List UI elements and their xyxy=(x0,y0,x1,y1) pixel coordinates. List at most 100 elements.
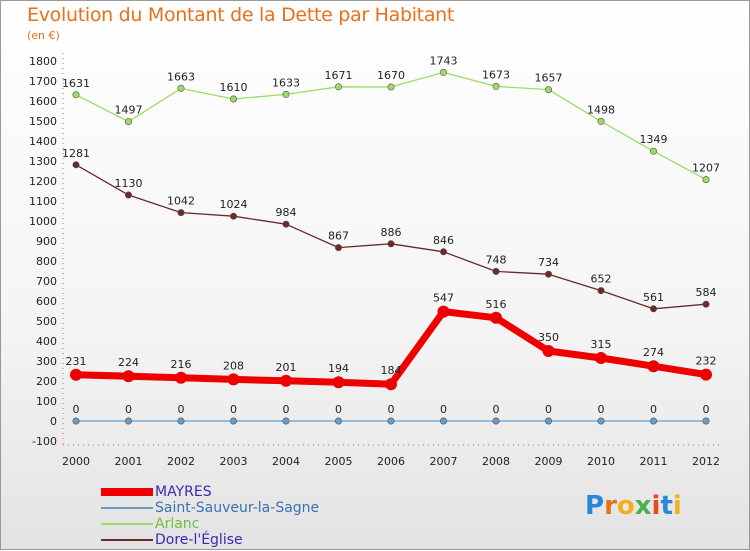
data-point xyxy=(230,212,238,220)
data-point xyxy=(597,417,605,425)
data-point xyxy=(439,417,447,425)
data-point xyxy=(702,417,710,425)
data-point xyxy=(125,118,133,126)
data-label: 0 xyxy=(230,403,237,416)
y-tick-label: 700 xyxy=(36,275,57,288)
data-label: 886 xyxy=(381,226,402,239)
y-tick-label: 600 xyxy=(36,295,57,308)
data-label: 0 xyxy=(440,403,447,416)
data-label: 1631 xyxy=(62,77,90,90)
logo-letter: r xyxy=(604,491,617,521)
data-label: 0 xyxy=(703,403,710,416)
logo-letter: i xyxy=(672,491,682,521)
data-point xyxy=(280,374,292,387)
data-label: 224 xyxy=(118,356,139,369)
data-point xyxy=(597,117,605,125)
x-tick-label: 2000 xyxy=(62,455,90,468)
legend-item: Saint-Sauveur-la-Sagne xyxy=(101,500,319,516)
data-label: 1670 xyxy=(377,69,405,82)
data-label: 1633 xyxy=(272,76,300,89)
data-point xyxy=(230,95,238,103)
data-point xyxy=(544,270,552,278)
data-point xyxy=(177,209,185,217)
data-point xyxy=(387,417,395,425)
data-point xyxy=(385,378,397,391)
data-point xyxy=(227,373,240,386)
legend-label: Arlanc xyxy=(155,516,200,532)
logo-letter: i xyxy=(651,491,661,521)
data-point xyxy=(387,240,395,248)
data-point xyxy=(490,311,502,324)
data-point xyxy=(70,368,82,381)
x-tick-label: 2012 xyxy=(692,455,720,468)
x-tick-label: 2010 xyxy=(587,455,615,468)
legend-label: Saint-Sauveur-la-Sagne xyxy=(155,500,320,516)
legend-swatch xyxy=(101,488,153,496)
data-label: 1673 xyxy=(482,68,510,81)
legend-label: Dore-l'Église xyxy=(155,532,243,548)
data-label: 1743 xyxy=(430,54,458,67)
legend-swatch xyxy=(101,523,153,525)
data-label: 561 xyxy=(643,291,664,304)
data-point xyxy=(437,305,450,318)
x-tick-label: 2004 xyxy=(272,455,300,468)
legend-swatch xyxy=(101,539,153,541)
data-point xyxy=(544,417,552,425)
data-label: 1657 xyxy=(535,72,563,85)
data-label: 232 xyxy=(696,355,717,368)
data-label: 194 xyxy=(328,362,349,375)
data-label: 201 xyxy=(276,361,297,374)
y-tick-label: 0 xyxy=(50,415,57,428)
y-tick-label: 1700 xyxy=(29,75,57,88)
legend-label: MAYRES xyxy=(155,484,212,500)
legend-item: Dore-l'Église xyxy=(101,532,319,548)
y-tick-label: 300 xyxy=(36,355,57,368)
proxiti-logo: Proxiti xyxy=(585,491,682,521)
data-label: 584 xyxy=(696,286,717,299)
data-point xyxy=(334,83,342,91)
data-point xyxy=(122,370,135,383)
logo-letter: x xyxy=(634,491,652,521)
data-label: 547 xyxy=(433,292,454,305)
data-label: 315 xyxy=(591,338,612,351)
y-tick-label: 1100 xyxy=(29,195,57,208)
data-label: 867 xyxy=(328,230,349,243)
data-label: 516 xyxy=(486,298,507,311)
y-tick-label: 200 xyxy=(36,375,57,388)
data-point xyxy=(542,345,555,357)
data-point xyxy=(439,248,447,256)
x-tick-label: 2011 xyxy=(640,455,668,468)
x-tick-label: 2002 xyxy=(167,455,195,468)
legend-item: MAYRES xyxy=(101,484,319,500)
data-label: 1349 xyxy=(640,133,668,146)
logo-letter: o xyxy=(616,491,635,521)
data-label: 652 xyxy=(591,273,612,286)
data-label: 1042 xyxy=(167,195,195,208)
y-tick-label: 400 xyxy=(36,335,57,348)
y-tick-label: 100 xyxy=(36,395,57,408)
data-label: 846 xyxy=(433,234,454,247)
data-point xyxy=(125,191,133,199)
data-label: 274 xyxy=(643,346,664,359)
data-label: 0 xyxy=(283,403,290,416)
data-point xyxy=(700,368,712,381)
data-point xyxy=(282,90,290,98)
data-label: 0 xyxy=(650,403,657,416)
data-point xyxy=(230,417,238,425)
data-point xyxy=(282,220,290,228)
data-label: 0 xyxy=(388,403,395,416)
data-point xyxy=(702,176,710,184)
data-label: 1497 xyxy=(115,104,143,117)
data-label: 1281 xyxy=(62,147,90,160)
data-point xyxy=(439,68,447,76)
data-label: 1610 xyxy=(220,81,248,94)
y-tick-label: -100 xyxy=(32,435,57,448)
data-point xyxy=(597,287,605,295)
chart-title: Evolution du Montant de la Dette par Hab… xyxy=(27,4,455,26)
data-point xyxy=(125,417,133,425)
data-label: 216 xyxy=(171,358,192,371)
x-tick-label: 2007 xyxy=(430,455,458,468)
data-point xyxy=(334,417,342,425)
